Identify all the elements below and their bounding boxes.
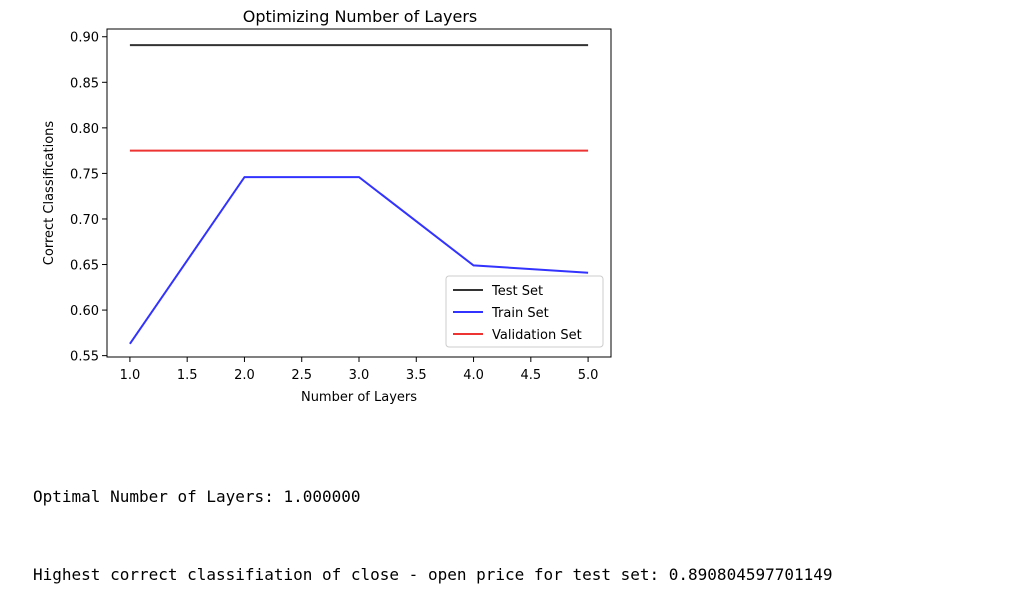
x-tick-label: 2.5 [291, 368, 312, 383]
x-tick-label: 4.0 [463, 368, 484, 383]
y-tick-label: 0.90 [70, 31, 99, 46]
legend-label-test-set: Test Set [491, 284, 543, 299]
line-chart: Optimizing Number of Layers 0.55 0.60 0.65… [42, 7, 612, 405]
y-axis-ticks: 0.55 0.60 0.65 0.70 0.75 0.80 0.85 0.90 [70, 31, 107, 365]
x-tick-label: 1.0 [120, 368, 141, 383]
optimal-layers-text: Optimal Number of Layers: 1.000000 [33, 487, 361, 506]
x-tick-label: 4.5 [520, 368, 541, 383]
x-tick-label: 3.0 [349, 368, 370, 383]
series-layer [129, 44, 589, 345]
cell-output: Optimal Number of Layers: 1.000000 Highe… [33, 432, 833, 614]
y-tick-label: 0.75 [70, 167, 99, 182]
x-axis-ticks: 1.0 1.5 2.0 2.5 3.0 3.5 4.0 4.5 5.0 [120, 357, 599, 383]
x-tick-label: 1.5 [177, 368, 198, 383]
y-tick-label: 0.80 [70, 122, 99, 137]
y-tick-label: 0.70 [70, 213, 99, 228]
y-tick-label: 0.85 [70, 76, 99, 91]
x-tick-label: 5.0 [578, 368, 599, 383]
y-tick-label: 0.60 [70, 304, 99, 319]
x-axis-label: Number of Layers [301, 390, 417, 405]
plot-area-frame [106, 28, 612, 358]
y-tick-label: 0.65 [70, 259, 99, 274]
y-axis-label: Correct Classifications [42, 121, 57, 266]
legend-label-train-set: Train Set [491, 306, 549, 321]
series-line-train-set [129, 176, 589, 345]
legend-label-validation-set: Validation Set [492, 328, 582, 343]
y-tick-label: 0.55 [70, 350, 99, 365]
highest-classification-text: Highest correct classifiation of close -… [33, 565, 833, 584]
legend-box [445, 275, 604, 348]
x-tick-label: 3.5 [406, 368, 427, 383]
x-tick-label: 2.0 [234, 368, 255, 383]
legend: Test Set Train Set Validation Set [445, 275, 604, 348]
chart-title: Optimizing Number of Layers [243, 7, 478, 26]
